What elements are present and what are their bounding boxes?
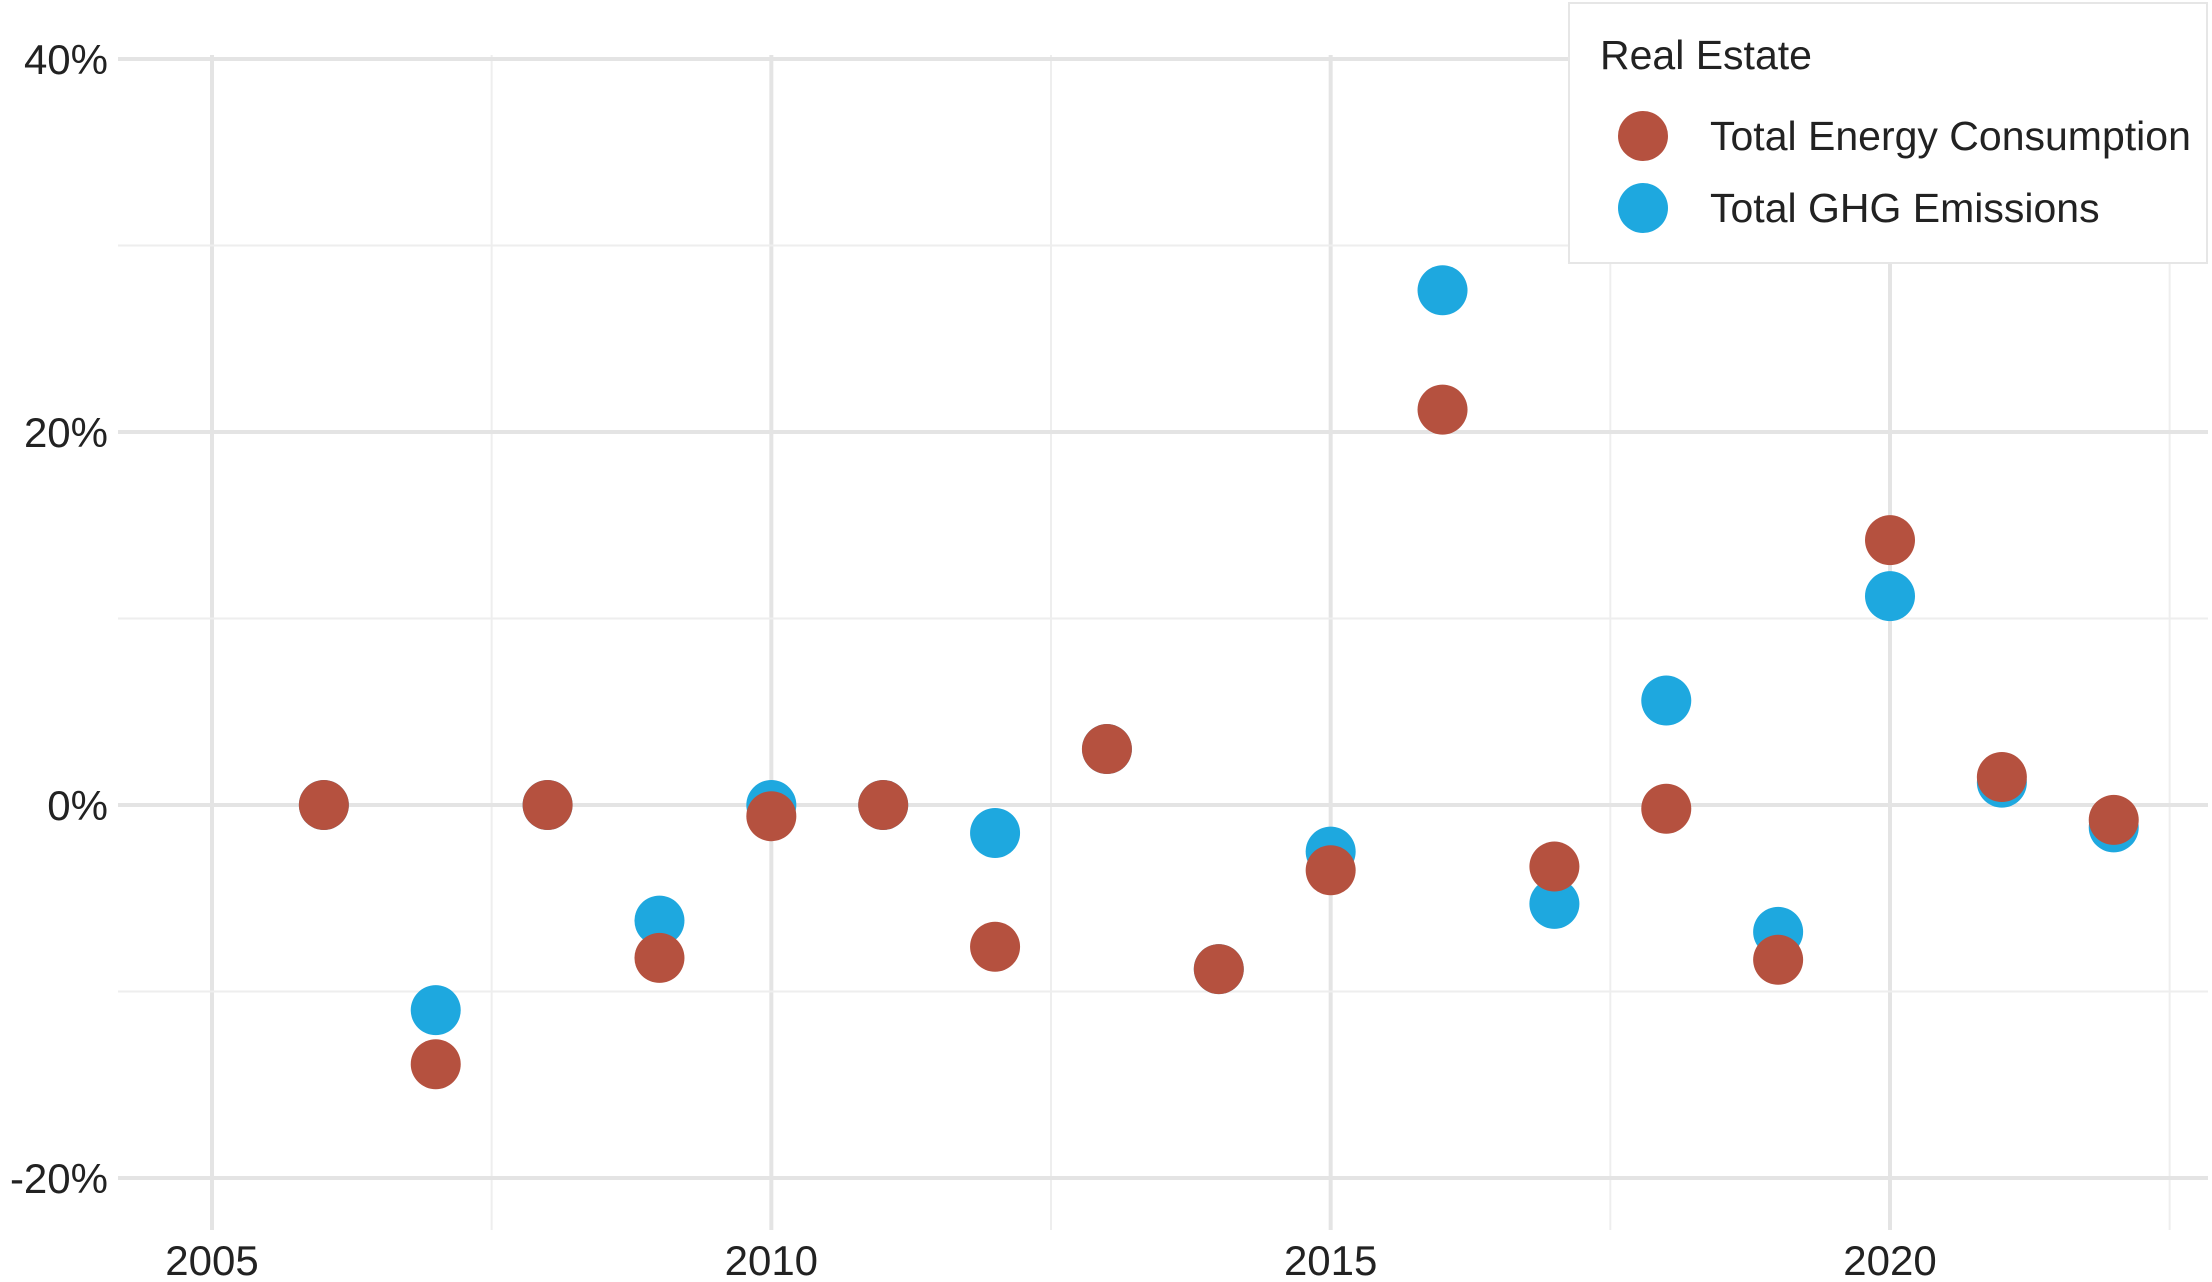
x-tick-label: 2010 — [725, 1237, 818, 1282]
data-point-layer — [298, 265, 2139, 1090]
data-point-energy — [1641, 783, 1692, 834]
data-point-energy — [746, 791, 797, 842]
data-point-energy — [522, 780, 573, 830]
data-point-energy — [1417, 384, 1468, 435]
y-tick-label: 20% — [24, 409, 108, 456]
data-point-energy — [410, 1039, 461, 1090]
y-tick-label: 40% — [24, 36, 108, 83]
data-point-ghg — [1417, 265, 1468, 316]
data-point-energy — [1305, 845, 1356, 896]
legend-label-ghg: Total GHG Emissions — [1710, 184, 2100, 231]
data-point-energy — [1081, 724, 1132, 775]
legend: Real Estate Total Energy Consumption Tot… — [1568, 2, 2208, 264]
y-tick-label: 0% — [47, 782, 108, 829]
data-point-energy — [1753, 934, 1804, 985]
legend-item-ghg: Total GHG Emissions — [1618, 181, 2100, 235]
data-point-energy — [1976, 752, 2027, 803]
data-point-ghg — [1529, 878, 1580, 929]
data-point-energy — [298, 780, 349, 830]
data-point-ghg — [970, 807, 1021, 858]
y-tick-label: -20% — [10, 1155, 108, 1202]
data-point-energy — [634, 932, 685, 983]
legend-title: Real Estate — [1600, 32, 1812, 78]
data-point-energy — [858, 780, 909, 830]
data-point-ghg — [1865, 571, 1915, 622]
data-point-ghg — [1641, 675, 1692, 726]
legend-swatch-energy — [1618, 111, 1668, 161]
legend-swatch-ghg — [1618, 183, 1668, 233]
x-tick-label: 2005 — [165, 1237, 258, 1282]
x-tick-label: 2020 — [1843, 1237, 1936, 1282]
data-point-ghg — [634, 895, 685, 946]
data-point-energy — [2088, 794, 2139, 845]
data-point-energy — [1529, 841, 1580, 892]
tick-label-layer: -20% 0% 20% 40% 2005 2010 2015 2020 — [10, 36, 1937, 1282]
data-point-energy — [1865, 515, 1915, 566]
legend-label-energy: Total Energy Consumption — [1710, 112, 2191, 159]
x-tick-label: 2015 — [1284, 1237, 1377, 1282]
data-point-energy — [970, 921, 1021, 972]
data-point-ghg — [410, 985, 461, 1036]
data-point-energy — [1193, 944, 1244, 995]
legend-item-energy: Total Energy Consumption — [1618, 109, 2191, 163]
